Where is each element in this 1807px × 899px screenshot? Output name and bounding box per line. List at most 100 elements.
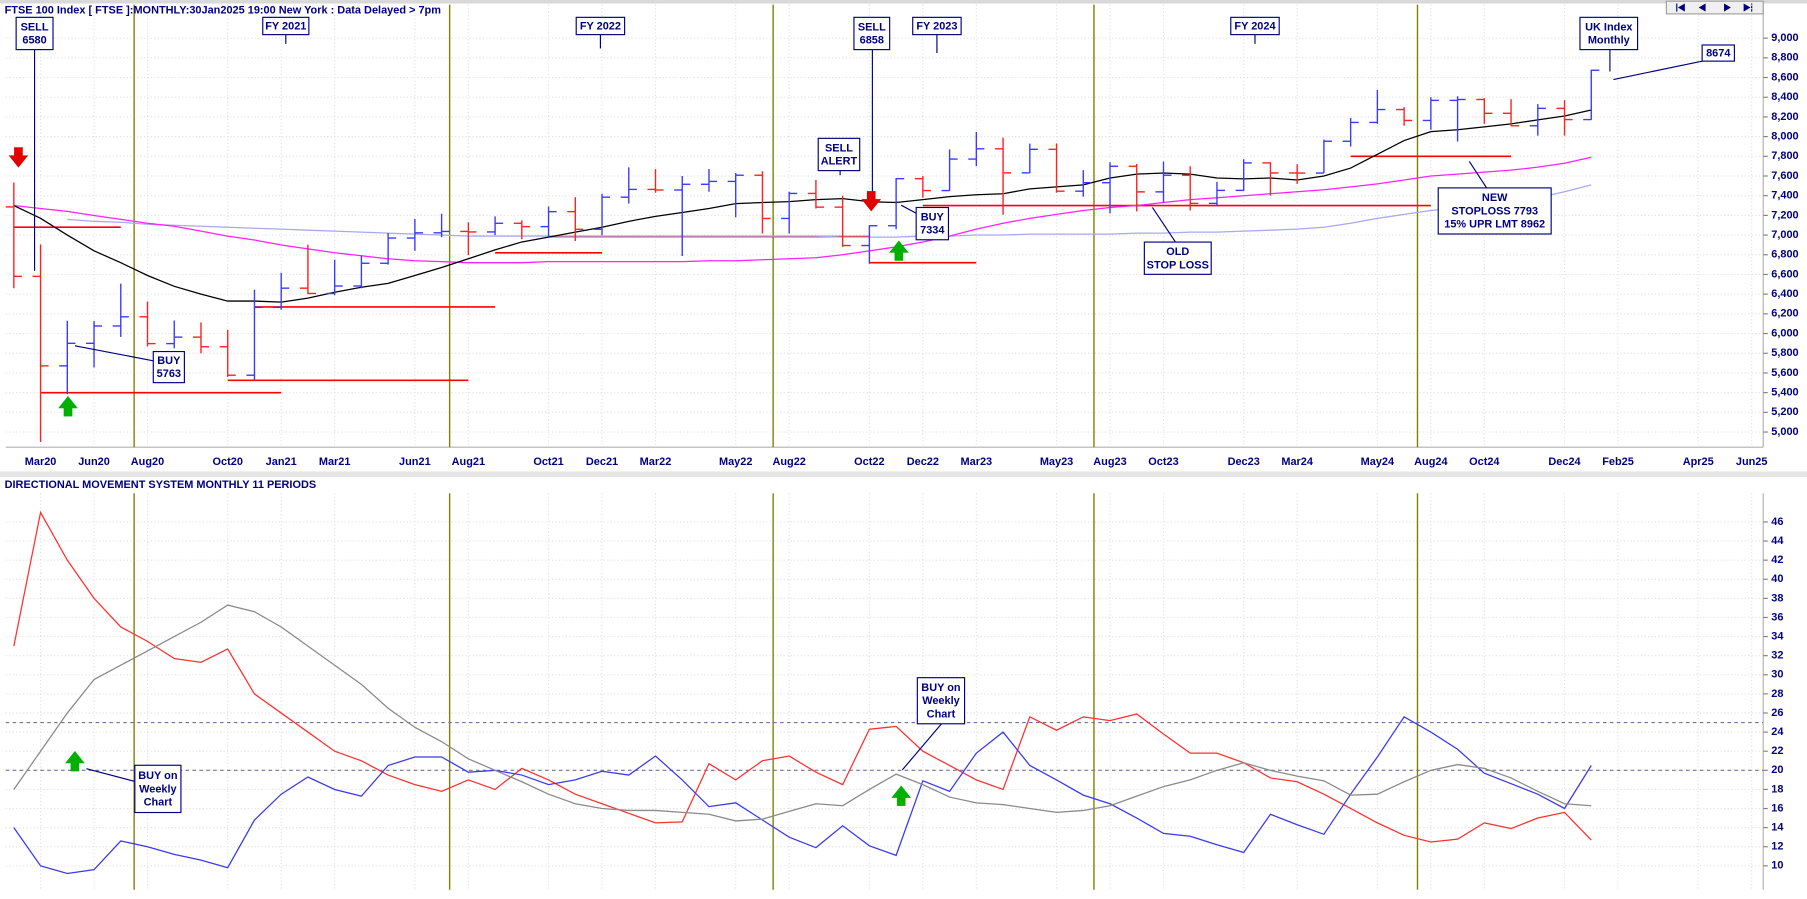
y-tick-label: 32	[1771, 650, 1783, 662]
annotation-box	[1437, 187, 1552, 235]
y-tick-label: 5,200	[1771, 406, 1798, 418]
annotation-text: UK Index	[1585, 21, 1632, 33]
y-tick-label: 24	[1771, 726, 1784, 738]
y-tick-label: 12	[1771, 841, 1783, 853]
annotation-text: 8674	[1706, 48, 1731, 60]
y-tick-label: 8,400	[1771, 91, 1798, 103]
moving-average	[67, 184, 1592, 238]
sell-arrow	[861, 191, 882, 212]
x-tick-label: Feb25	[1602, 456, 1634, 468]
x-tick-label: Mar20	[25, 456, 57, 468]
sell-arrow	[8, 147, 29, 168]
annotation-box	[916, 677, 966, 725]
x-tick-label: Dec22	[907, 456, 939, 468]
annotation-text: ALERT	[821, 156, 858, 168]
annotation-box	[1579, 16, 1639, 51]
annotation-text: FY 2022	[580, 20, 621, 32]
y-tick-label: 9,000	[1771, 32, 1798, 44]
dmi-line	[13, 510, 1592, 843]
annotation-box	[817, 137, 861, 172]
nav-last[interactable]	[1743, 3, 1751, 12]
nav-next[interactable]	[1724, 3, 1731, 12]
annotation-text: 15% UPR LMT 8962	[1444, 219, 1545, 231]
annotation-box	[575, 16, 626, 36]
y-tick-label: 30	[1771, 669, 1783, 681]
x-tick-label: Oct23	[1148, 456, 1178, 468]
annotation-text: FY 2024	[1234, 20, 1276, 32]
annotation-text: STOPLOSS 7793	[1451, 205, 1538, 217]
x-tick-label: Mar21	[319, 456, 351, 468]
y-tick-label: 26	[1771, 707, 1783, 719]
buy-arrow	[889, 240, 909, 261]
y-tick-label: 5,600	[1771, 367, 1798, 379]
y-tick-label: 8,600	[1771, 71, 1798, 83]
annotation-text: 7334	[920, 225, 945, 237]
nav-first[interactable]	[1677, 3, 1685, 12]
annotation-text: Weekly	[922, 695, 960, 707]
x-tick-label: Jun21	[399, 456, 431, 468]
y-tick-label: 18	[1771, 783, 1783, 795]
annotation-leader	[1151, 207, 1176, 243]
x-tick-label: Jun20	[78, 456, 110, 468]
annotation-box	[152, 350, 185, 384]
y-tick-label: 7,600	[1771, 170, 1798, 182]
x-tick-label: May24	[1361, 456, 1395, 468]
annotation-text: SELL	[858, 21, 886, 33]
x-tick-label: Oct20	[213, 456, 243, 468]
top-strip	[0, 0, 1807, 4]
annotation-box	[1230, 16, 1280, 36]
x-tick-label: Apr25	[1683, 456, 1714, 468]
x-tick-label: Oct24	[1469, 456, 1500, 468]
annotation-text: 6858	[860, 35, 884, 47]
annotation-leader	[86, 768, 135, 782]
annotation-box	[262, 16, 310, 36]
chart-title: FTSE 100 Index [ FTSE ]:MONTHLY:30Jan202…	[5, 4, 442, 16]
x-tick-label: Mar24	[1281, 456, 1314, 468]
annotation-leader	[1468, 161, 1488, 189]
annotation-text: 6580	[22, 35, 46, 47]
x-tick-label: Aug23	[1093, 456, 1126, 468]
annotation-text: BUY on	[138, 770, 177, 782]
annotation-text: Chart	[144, 797, 173, 809]
annotation-box	[912, 16, 962, 36]
y-tick-label: 28	[1771, 688, 1783, 700]
y-tick-label: 38	[1771, 592, 1783, 604]
y-tick-label: 8,200	[1771, 111, 1798, 123]
annotation-box	[134, 764, 182, 814]
y-tick-label: 7,800	[1771, 150, 1798, 162]
annotation-text: SELL	[825, 142, 853, 154]
y-tick-label: 42	[1771, 554, 1783, 566]
x-tick-label: Oct21	[533, 456, 563, 468]
nav-buttons[interactable]	[1665, 0, 1764, 15]
dmi-line	[13, 604, 1592, 822]
y-tick-label: 6,000	[1771, 327, 1798, 339]
annotation-box	[915, 206, 950, 241]
y-tick-label: 16	[1771, 802, 1783, 814]
nav-frame[interactable]	[1665, 0, 1764, 15]
y-tick-label: 7,200	[1771, 209, 1798, 221]
x-tick-label: Mar23	[961, 456, 993, 468]
annotation-leader	[74, 345, 154, 362]
x-tick-label: May23	[1040, 456, 1073, 468]
y-tick-label: 40	[1771, 573, 1783, 585]
y-tick-label: 22	[1771, 745, 1783, 757]
x-tick-label: Dec21	[586, 456, 618, 468]
y-tick-label: 34	[1771, 630, 1784, 642]
annotation-text: Monthly	[1588, 35, 1631, 47]
annotation-leader	[901, 723, 942, 771]
x-tick-label: Dec24	[1548, 456, 1581, 468]
y-tick-label: 20	[1771, 764, 1783, 776]
x-tick-label: Jun25	[1736, 456, 1768, 468]
y-tick-label: 7,400	[1771, 190, 1798, 202]
annotation-text: Weekly	[139, 783, 177, 795]
x-tick-label: Aug21	[452, 456, 485, 468]
y-tick-label: 5,400	[1771, 387, 1798, 399]
nav-prev[interactable]	[1698, 3, 1706, 12]
buy-arrow	[58, 396, 78, 417]
y-tick-label: 6,200	[1771, 308, 1798, 320]
indicator-title: DIRECTIONAL MOVEMENT SYSTEM MONTHLY 11 P…	[5, 479, 317, 491]
annotation-box	[1701, 44, 1735, 62]
